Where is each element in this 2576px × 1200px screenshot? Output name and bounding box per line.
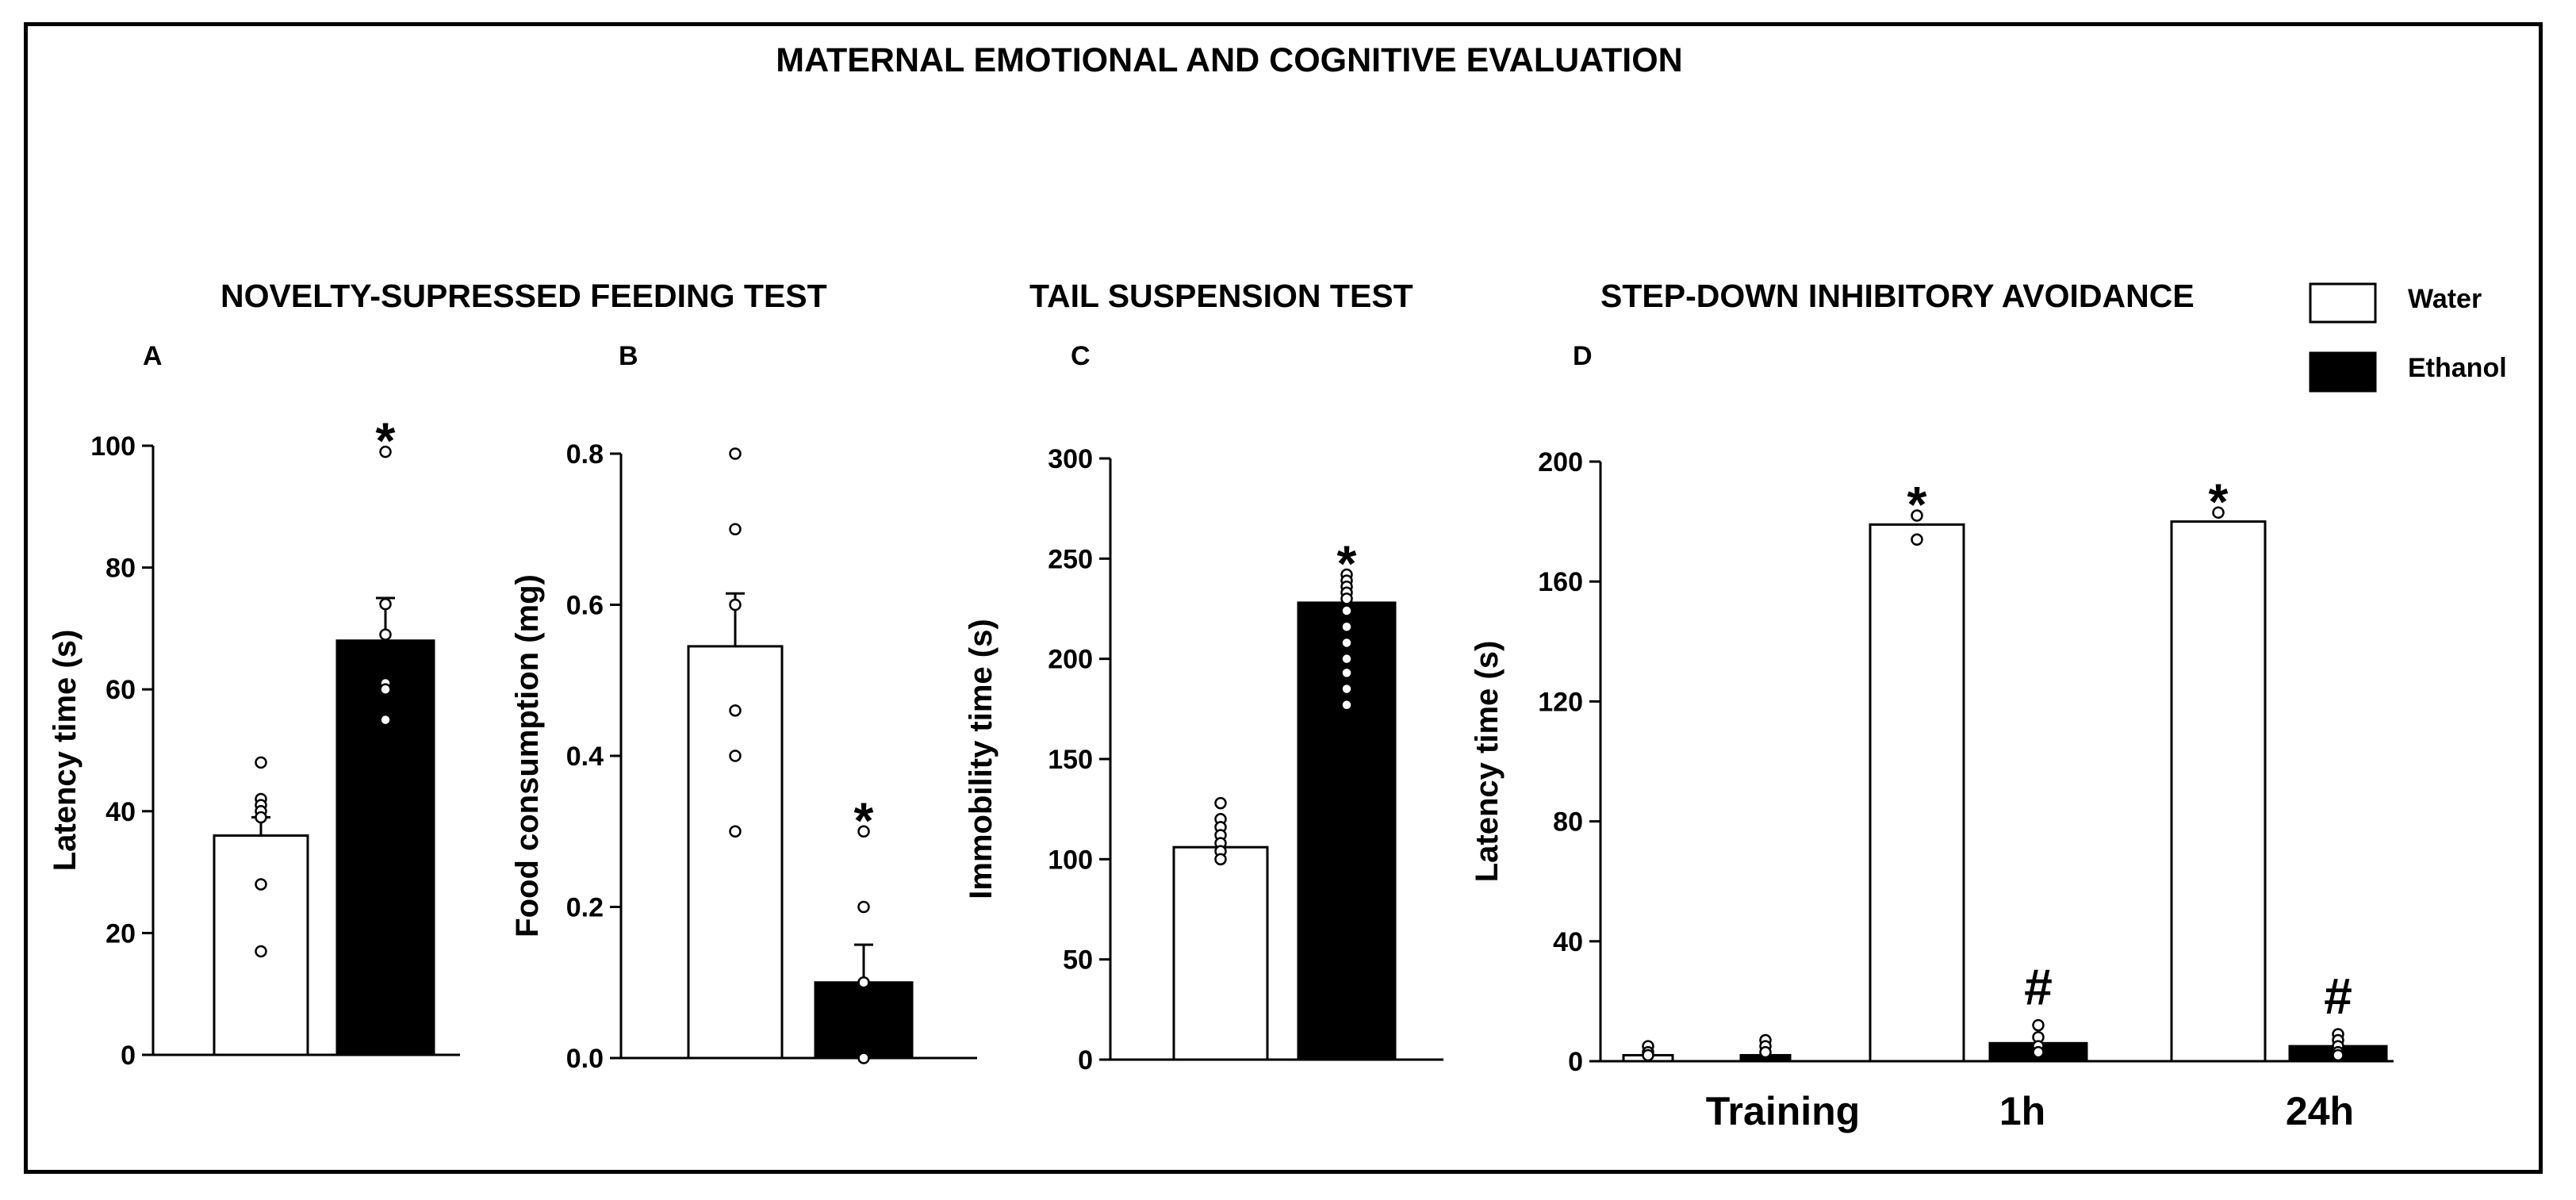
y-tick-label-d: 200 (1538, 447, 1583, 477)
data-point (729, 750, 742, 762)
y-tick-label-a: 40 (105, 797, 136, 827)
data-point (1340, 620, 1353, 633)
panel-letter-b: B (619, 341, 638, 371)
data-point (1340, 652, 1353, 665)
significance-asterisk: * (2209, 473, 2229, 530)
y-tick-label-c: 50 (1063, 945, 1093, 976)
data-point (1911, 509, 1923, 522)
data-point (1642, 1049, 1654, 1062)
data-point (379, 713, 392, 727)
y-tick-label-b: 0.8 (566, 439, 604, 470)
x-category-label: 1h (1999, 1089, 2045, 1133)
data-point (1340, 682, 1353, 696)
data-point (729, 523, 742, 535)
data-point (379, 445, 392, 458)
data-point (857, 976, 870, 989)
y-tick-label-c: 250 (1048, 544, 1093, 574)
significance-hash: # (2024, 959, 2053, 1016)
y-tick-label-a: 80 (105, 554, 136, 584)
y-tick-label-d: 0 (1568, 1047, 1583, 1077)
data-point (1214, 853, 1227, 866)
legend-swatch-water (2309, 282, 2377, 324)
figure-border (24, 22, 2543, 1174)
y-tick-label-d: 80 (1553, 807, 1583, 838)
figure-title: MATERNAL EMOTIONAL AND COGNITIVE EVALUAT… (776, 41, 1683, 79)
bar-water (2170, 520, 2267, 1063)
data-point (2032, 1045, 2045, 1059)
y-tick-label-b: 0.2 (566, 893, 604, 923)
significance-asterisk: * (376, 412, 396, 470)
data-point (379, 597, 392, 611)
data-point (1911, 533, 1923, 546)
data-point (2032, 1018, 2045, 1032)
data-point (1340, 666, 1353, 680)
significance-hash: # (2324, 968, 2352, 1025)
significance-asterisk: * (1907, 476, 1927, 533)
data-point (729, 704, 742, 717)
significance-asterisk: * (854, 792, 874, 849)
data-point (255, 878, 267, 891)
panel-letter-c: C (1071, 341, 1091, 371)
data-point (255, 811, 267, 824)
y-tick-label-c: 150 (1048, 745, 1093, 775)
panel-letter-a: A (143, 341, 163, 371)
legend-label-water: Water (2408, 284, 2482, 314)
data-point (857, 1052, 870, 1064)
data-point (1759, 1045, 1772, 1059)
y-tick-label-c: 100 (1048, 845, 1093, 875)
bar-water (1869, 523, 1965, 1063)
y-tick-label-c: 0 (1078, 1045, 1093, 1075)
y-tick-label-b: 0.0 (566, 1044, 604, 1074)
x-category-label: Training (1706, 1089, 1860, 1133)
data-point (1340, 699, 1353, 711)
y-tick-label-d: 120 (1538, 687, 1583, 717)
legend-swatch-ethanol (2309, 351, 2377, 393)
y-tick-label-a: 0 (121, 1041, 136, 1071)
data-point (1340, 604, 1353, 617)
y-axis-label-b: Food consumption (mg) (510, 574, 545, 937)
data-point (379, 628, 392, 641)
section-title-step-down-avoidance: STEP-DOWN INHIBITORY AVOIDANCE (1600, 278, 2195, 314)
data-point (255, 756, 267, 769)
data-point (857, 825, 870, 838)
section-title-tail-suspension: TAIL SUSPENSION TEST (1029, 278, 1413, 314)
data-point (1214, 796, 1227, 810)
y-tick-label-a: 100 (90, 431, 136, 462)
y-axis-label-d: Latency time (s) (1470, 641, 1505, 883)
data-point (255, 945, 267, 958)
section-title-novelty-supressed-feeding: NOVELTY-SUPRESSED FEEDING TEST (220, 278, 827, 314)
y-tick-label-a: 60 (105, 675, 136, 705)
data-point (729, 447, 742, 460)
panel-letter-d: D (1573, 341, 1593, 371)
data-point (729, 825, 742, 838)
bar-ethanol (814, 981, 914, 1060)
x-category-label: 24h (2286, 1089, 2354, 1133)
y-tick-label-b: 0.6 (566, 591, 604, 621)
data-point (1340, 592, 1353, 605)
legend: Water Ethanol (2309, 282, 2507, 393)
legend-label-ethanol: Ethanol (2408, 353, 2507, 383)
data-point (2212, 506, 2225, 519)
bar-water (1172, 845, 1269, 1061)
y-axis-label-a: Latency time (s) (48, 630, 82, 872)
data-point (729, 598, 742, 612)
y-tick-label-c: 200 (1048, 645, 1093, 675)
y-tick-label-d: 160 (1538, 567, 1583, 597)
data-point (857, 900, 870, 914)
y-tick-label-c: 300 (1048, 444, 1093, 474)
data-point (379, 683, 392, 696)
y-tick-label-a: 20 (105, 918, 136, 949)
data-point (1340, 636, 1353, 650)
data-point (2332, 1049, 2344, 1062)
bar-ethanol (335, 639, 435, 1056)
significance-asterisk: * (1337, 535, 1357, 592)
y-tick-label-b: 0.4 (566, 742, 604, 772)
y-tick-label-d: 40 (1553, 927, 1583, 957)
y-axis-label-c: Immobility time (s) (964, 619, 999, 899)
